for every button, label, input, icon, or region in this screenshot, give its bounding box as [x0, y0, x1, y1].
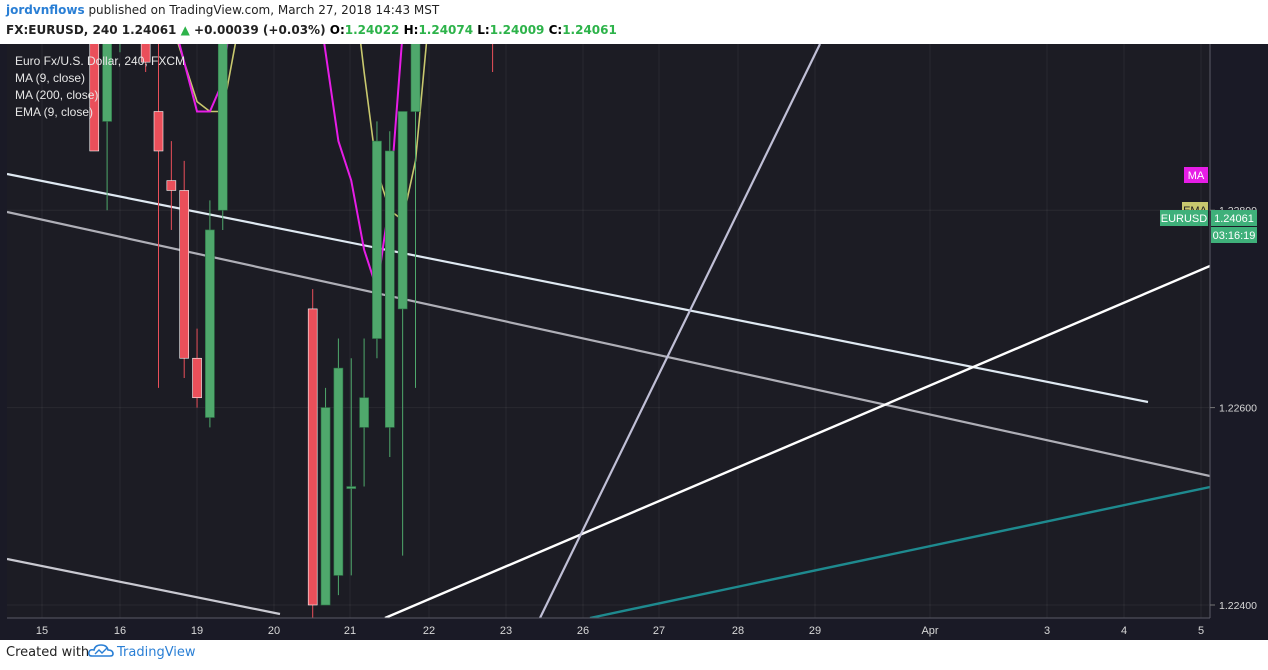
trendline-lower-grey: [7, 557, 281, 616]
open-label: O:: [329, 23, 345, 37]
trendline-steep: [539, 44, 821, 618]
candle-body: [217, 44, 228, 211]
time-axis-background[interactable]: [0, 618, 1268, 640]
candle-body: [179, 190, 189, 359]
candle-body: [140, 44, 151, 63]
high-value: 1.24074: [418, 23, 474, 37]
candle-body: [153, 111, 164, 152]
open-value: 1.24022: [344, 23, 400, 37]
price-change: +0.00039 (+0.03%): [194, 23, 326, 37]
time-tick-label: 28: [732, 625, 744, 637]
price-tick-label: 1.22600: [1219, 403, 1257, 415]
time-tick-label: 15: [36, 625, 48, 637]
candle-body: [192, 357, 202, 399]
symbol-label: FX:EURUSD, 240: [6, 23, 118, 37]
ma-line-0: [177, 44, 428, 222]
price-label-box: [1184, 167, 1208, 183]
trendline-white-down: [7, 172, 1149, 404]
price-label-text: 03:16:19: [1213, 230, 1256, 242]
trendline-teal: [589, 485, 1210, 618]
price-chart[interactable]: 50.00%38.20% Euro Fx/U.S. Dollar, 240, F…: [0, 44, 1268, 640]
ma-line-1: [178, 44, 403, 290]
candle-body: [359, 397, 369, 428]
price-axis-background[interactable]: [1210, 44, 1268, 618]
legend-item-ema9: EMA (9, close): [15, 105, 93, 119]
time-tick-label: 16: [114, 625, 126, 637]
time-tick-label: 20: [268, 625, 280, 637]
time-tick-label: 4: [1121, 625, 1127, 637]
footer: Created with TradingView: [0, 640, 1268, 670]
cloud-logo-icon[interactable]: [88, 643, 114, 659]
candle-body: [320, 407, 331, 606]
time-tick-label: 5: [1198, 625, 1204, 637]
candle-body: [410, 44, 421, 112]
legend-item-ma9: MA (9, close): [15, 71, 85, 85]
time-tick-label: 23: [500, 625, 512, 637]
price-label-box: [1211, 227, 1257, 243]
time-tick-label: 19: [191, 625, 203, 637]
candle-body: [89, 44, 100, 152]
price-label-box: [1211, 210, 1257, 226]
time-tick-label: 29: [809, 625, 821, 637]
time-tick-label: 21: [344, 625, 356, 637]
tradingview-link[interactable]: TradingView: [117, 645, 196, 660]
chart-header: jordvnflows published on TradingView.com…: [0, 0, 1268, 44]
indicator-legend: Euro Fx/U.S. Dollar, 240, FXCM MA (9, cl…: [15, 54, 185, 119]
time-tick-label: 3: [1044, 625, 1050, 637]
candle-body: [384, 150, 395, 428]
candle-body: [397, 111, 408, 310]
close-label: C:: [548, 23, 563, 37]
candle-body: [102, 44, 112, 122]
price-label-box: [1160, 210, 1208, 226]
time-tick-label: 22: [423, 625, 435, 637]
price-label-text: MA: [1188, 170, 1205, 182]
ohlc-line: FX:EURUSD, 240 1.24061 ▲ +0.00039 (+0.03…: [6, 23, 617, 37]
low-label: L:: [477, 23, 490, 37]
candle-body: [346, 486, 357, 489]
legend-title: Euro Fx/U.S. Dollar, 240, FXCM: [15, 54, 185, 68]
candle-body: [166, 180, 177, 191]
publish-info: published on TradingView.com, March 27, …: [88, 3, 440, 17]
candle-body: [205, 229, 215, 418]
price-label-text: EURUSD: [1161, 213, 1208, 225]
author-link[interactable]: jordvnflows: [6, 3, 85, 17]
close-value: 1.24061: [562, 23, 617, 37]
last-price: 1.24061: [121, 23, 177, 37]
trendline-white-up: [384, 264, 1210, 618]
candle-body: [307, 308, 318, 606]
publish-line: jordvnflows published on TradingView.com…: [6, 3, 439, 17]
candle-body: [372, 140, 382, 339]
price-label-text: 1.24061: [1214, 213, 1254, 225]
high-label: H:: [403, 23, 419, 37]
time-tick-label: 27: [653, 625, 665, 637]
created-with-text: Created with: [6, 645, 90, 660]
time-tick-label: 26: [577, 625, 589, 637]
legend-item-ma200: MA (200, close): [15, 88, 98, 102]
low-value: 1.24009: [489, 23, 545, 37]
time-tick-label: Apr: [921, 625, 938, 637]
price-tick-label: 1.22400: [1219, 600, 1257, 612]
candle-body: [333, 367, 344, 576]
up-arrow-icon: ▲: [180, 23, 190, 37]
